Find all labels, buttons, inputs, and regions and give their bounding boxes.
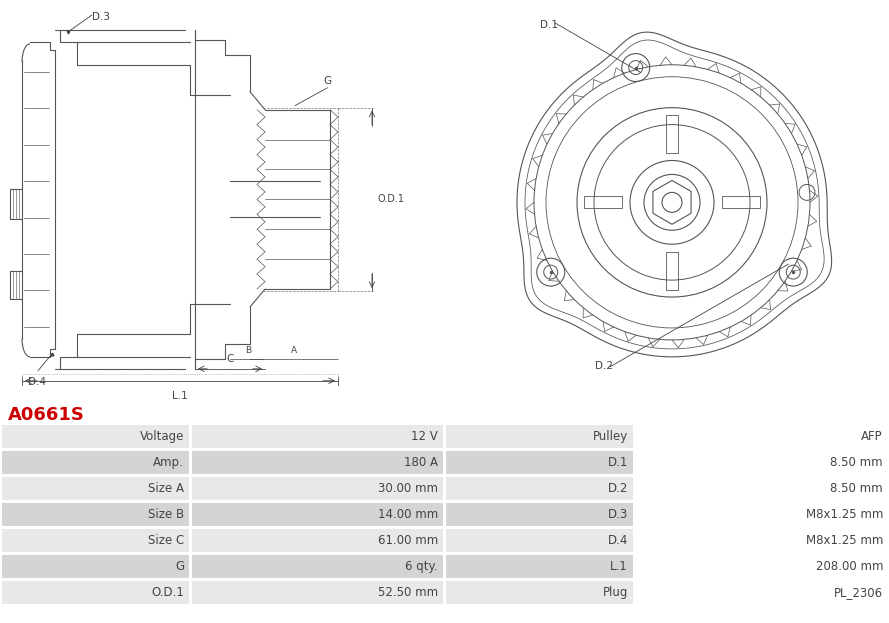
Text: 8.50 mm: 8.50 mm	[830, 482, 883, 495]
Bar	[191, 529, 443, 552]
Text: D.2: D.2	[595, 361, 613, 371]
Bar	[2, 477, 188, 500]
Bar	[2, 554, 188, 578]
Text: 6 qty.: 6 qty.	[405, 559, 438, 573]
Text: O.D.1: O.D.1	[377, 194, 404, 204]
Bar	[636, 581, 887, 604]
Bar	[445, 426, 632, 448]
Text: 8.50 mm: 8.50 mm	[830, 456, 883, 469]
Text: D.3: D.3	[608, 508, 628, 521]
Bar	[2, 503, 188, 526]
Text: D.2: D.2	[607, 482, 628, 495]
Text: G: G	[324, 76, 332, 86]
Text: 30.00 mm: 30.00 mm	[378, 482, 438, 495]
Text: 14.00 mm: 14.00 mm	[378, 508, 438, 521]
Text: L.1: L.1	[610, 559, 628, 573]
Text: M8x1.25 mm: M8x1.25 mm	[805, 534, 883, 547]
Bar	[636, 503, 887, 526]
Text: D.1: D.1	[540, 20, 558, 30]
Text: D.4: D.4	[607, 534, 628, 547]
Text: M8x1.25 mm: M8x1.25 mm	[805, 508, 883, 521]
Bar	[191, 426, 443, 448]
Bar	[191, 451, 443, 474]
Text: D.4: D.4	[28, 377, 46, 387]
Text: Size B: Size B	[148, 508, 184, 521]
Bar	[445, 477, 632, 500]
Text: Pulley: Pulley	[593, 430, 628, 443]
Bar	[445, 503, 632, 526]
Text: 61.00 mm: 61.00 mm	[378, 534, 438, 547]
Text: AFP: AFP	[861, 430, 883, 443]
Text: C: C	[227, 354, 234, 364]
Bar	[636, 529, 887, 552]
Text: PL_2306: PL_2306	[834, 586, 883, 599]
Bar	[2, 451, 188, 474]
Bar	[636, 426, 887, 448]
Bar	[2, 581, 188, 604]
Text: A: A	[291, 346, 297, 355]
Text: B: B	[245, 346, 252, 355]
Bar	[445, 529, 632, 552]
Text: A0661S: A0661S	[8, 406, 84, 424]
Text: Amp.: Amp.	[153, 456, 184, 469]
Text: D.1: D.1	[607, 456, 628, 469]
Bar	[2, 529, 188, 552]
Text: 180 A: 180 A	[404, 456, 438, 469]
Bar	[445, 554, 632, 578]
Text: O.D.1: O.D.1	[151, 586, 184, 599]
Bar	[191, 477, 443, 500]
Bar	[445, 581, 632, 604]
Text: L.1: L.1	[172, 391, 188, 401]
Text: 52.50 mm: 52.50 mm	[378, 586, 438, 599]
Bar	[191, 554, 443, 578]
Bar	[191, 503, 443, 526]
Text: Size C: Size C	[148, 534, 184, 547]
Bar	[2, 426, 188, 448]
Bar	[636, 451, 887, 474]
Text: 208.00 mm: 208.00 mm	[815, 559, 883, 573]
Text: G: G	[175, 559, 184, 573]
Bar	[636, 554, 887, 578]
Text: Plug: Plug	[603, 586, 628, 599]
Bar	[191, 581, 443, 604]
Text: 12 V: 12 V	[412, 430, 438, 443]
Text: Size A: Size A	[148, 482, 184, 495]
Bar	[445, 451, 632, 474]
Bar	[636, 477, 887, 500]
Text: D.3: D.3	[92, 12, 110, 22]
Text: Voltage: Voltage	[140, 430, 184, 443]
